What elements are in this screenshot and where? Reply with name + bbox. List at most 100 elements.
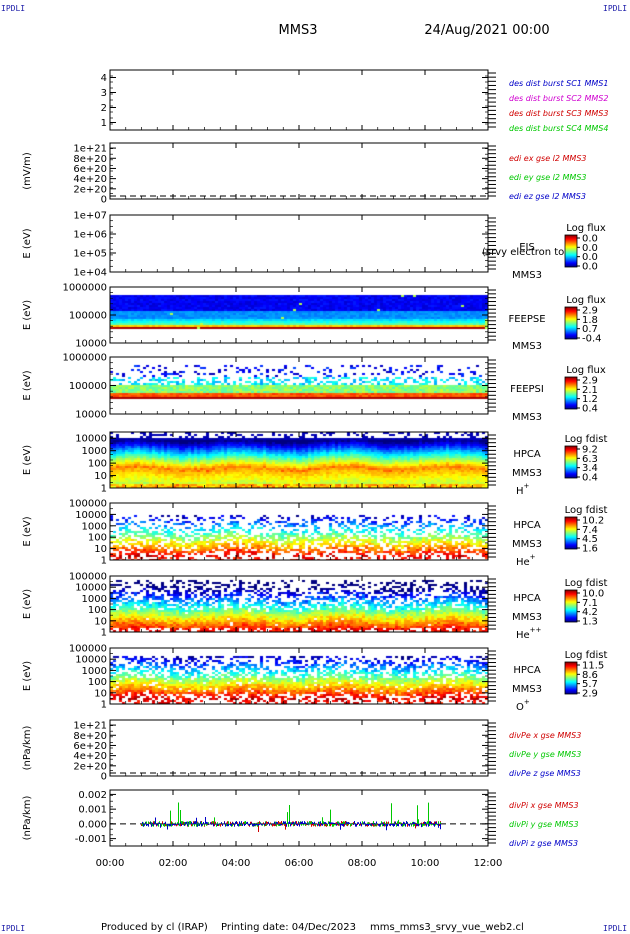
colorbar-tick-label: -0.4 [582,334,602,345]
colorbar-tick-label: 11.5 [582,661,604,672]
y-axis-label: E (eV) [22,370,33,400]
instrument-label: EIS [519,242,535,253]
spectrogram-image [110,503,488,560]
y-tick-label: 10000 [75,510,107,521]
x-tick-label: 06:00 [285,858,314,869]
spectrogram-image [110,432,488,488]
colorbar-tick-label: 10.2 [582,516,604,527]
colorbar-tick-label: 9.2 [582,445,598,456]
y-tick-label: 6e+20 [73,164,107,175]
y-tick-label: 2 [101,103,107,114]
y-tick-label: 100000 [69,644,107,655]
colorbar-tick-label: 0.0 [582,252,598,263]
colorbar-tick-label: 6.3 [582,454,598,465]
y-tick-label: 4e+20 [73,751,107,762]
colorbar [564,306,578,340]
colorbar-tick-label: 0.4 [582,404,598,415]
colorbar-tick-label: 2.9 [582,689,598,700]
colorbar-tick-label: 10.0 [582,589,604,600]
legend-entry: edi ex gse l2 MMS3 [509,154,587,163]
legend-entry: divPi x gse MMS3 [509,801,579,810]
y-tick-label: 1e+21 [73,721,107,732]
y-tick-label: 1 [101,484,107,495]
colorbar-title: Log fdist [565,650,608,661]
y-tick-label: 6e+20 [73,741,107,752]
y-tick-label: 4 [101,73,107,84]
colorbar [564,589,578,623]
colorbar-title: Log flux [566,223,606,234]
y-tick-label: 10 [94,544,107,555]
colorbar-title: Log flux [566,295,606,306]
date-title: 24/Aug/2021 00:00 [424,23,549,38]
y-tick-label: 1e+05 [73,249,107,260]
overlay-text: (srvy electron to [482,247,564,258]
colorbar-tick-label: 1.6 [582,544,598,555]
y-axis-label: (nPa/km) [22,796,33,841]
spacecraft-label: MMS3 [512,468,542,479]
y-axis-label: E (eV) [22,516,33,546]
y-tick-label: 0.001 [78,805,107,816]
y-tick-label: 1e+04 [73,268,107,279]
y-tick-label: 2e+20 [73,761,107,772]
legend-entry: des dist burst SC1 MMS1 [509,79,608,88]
footer-script-name: mms_mms3_srvy_vue_web2.cl [370,922,524,933]
instrument-label: HPCA [513,665,541,676]
colorbar-tick-label: 2.9 [582,306,598,317]
y-tick-label: 10000 [75,434,107,445]
panel-frame [109,69,489,131]
colorbar-tick-label: 3.4 [582,463,598,474]
y-tick-label: 10 [94,688,107,699]
y-tick-label: 2e+20 [73,184,107,195]
legend-entry: des dist burst SC4 MMS4 [509,124,608,133]
colorbar-title: Log fdist [565,505,608,516]
x-tick-label: 08:00 [348,858,377,869]
legend-entry: divPe z gse MMS3 [509,769,581,778]
panel-11: -0.001 0.000 0.001 0.002 (nPa/km) divPi x gse… [22,789,579,848]
instrument-label: HPCA [513,520,541,531]
colorbar-tick-label: 2.9 [582,376,598,387]
colorbar-title: Log fdist [565,578,608,589]
y-axis-label: E (eV) [22,445,33,475]
time-axis: 00:00 02:00 04:00 06:00 08:00 10:00 12:00 [96,858,503,869]
species-label: O+ [516,698,530,713]
y-tick-label: 1 [101,628,107,639]
legend-entry: edi ez gse l2 MMS3 [509,192,586,201]
spectrogram-image [110,648,488,704]
y-tick-label: 0 [101,772,107,783]
colorbar-tick-label: 7.1 [582,598,598,609]
colorbar-tick-label: 1.2 [582,394,598,405]
y-tick-label: 100 [88,605,107,616]
colorbar-tick-label: 4.5 [582,534,598,545]
instrument-label: FEEPSI [510,384,544,395]
legend-entry: des dist burst SC3 MMS3 [509,109,608,118]
panel-4: 10000 100000 1000000 E (eV) FEEPSE MMS3 Log fl… [22,283,606,353]
y-tick-label: 100 [88,533,107,544]
x-tick-label: 02:00 [159,858,188,869]
footer-produced-by: Produced by cl (IRAP) [101,922,208,933]
instrument-label: FEEPSE [508,314,545,325]
x-tick-label: 04:00 [222,858,251,869]
panels: 1 2 3 4 des dist burst SC1 MMS1 des dist burs… [22,69,608,848]
colorbar [564,234,578,268]
y-tick-label: 3 [101,88,107,99]
x-tick-label: 10:00 [411,858,440,869]
colorbar-tick-label: 0.0 [582,234,598,245]
y-axis-label: E (eV) [22,300,33,330]
corner-label-bottom-right: IPDLI [603,924,628,933]
legend-entry: divPi z gse MMS3 [509,839,578,848]
species-label: He++ [516,626,542,641]
corner-label-bottom-left: IPDLI [1,924,26,933]
colorbar-title: Log flux [566,365,606,376]
y-axis-label: (mV/m) [22,152,33,190]
colorbar-tick-label: 5.7 [582,679,598,690]
colorbar-tick-label: 2.1 [582,385,598,396]
panel-frame [109,214,489,273]
species-label: H+ [516,482,530,497]
colorbar [564,516,578,550]
y-tick-label: 1000000 [62,353,107,364]
y-tick-label: 1e+06 [73,230,107,241]
legend-entry: edi ey gse l2 MMS3 [509,173,587,182]
